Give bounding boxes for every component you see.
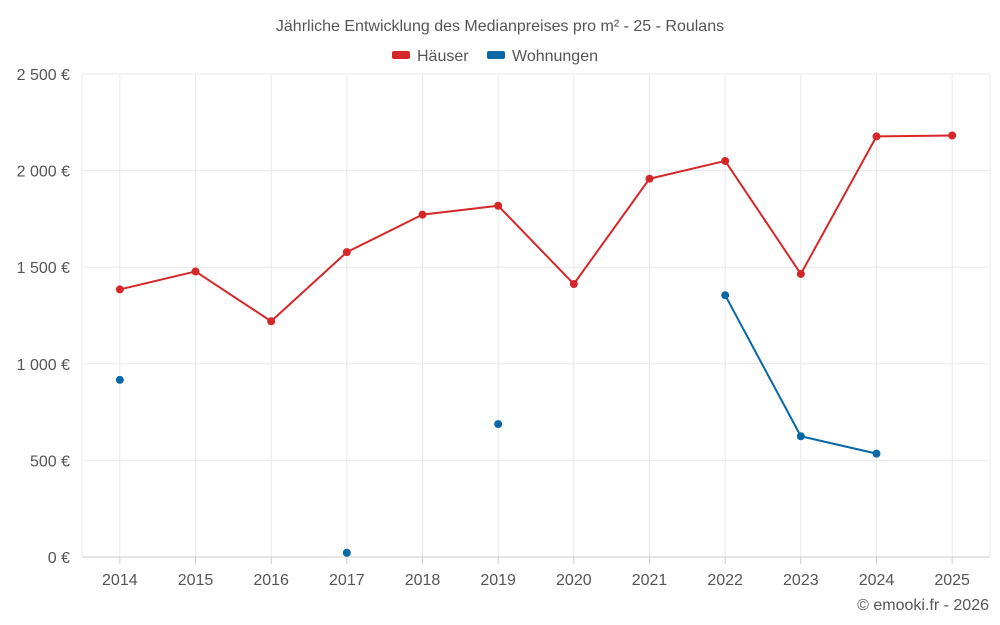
series-line-segment (421, 204, 500, 216)
data-point[interactable] (872, 132, 881, 141)
x-tick-label: 2017 (329, 572, 365, 589)
series-layer (115, 131, 957, 557)
x-tick-label: 2024 (859, 572, 895, 589)
chart-title: Jährliche Entwicklung des Medianpreises … (276, 18, 724, 35)
data-point[interactable] (721, 156, 730, 165)
grid (81, 73, 991, 558)
x-tick-label: 2022 (707, 572, 743, 589)
series-line-segment (724, 159, 802, 275)
x-tick-label: 2016 (253, 572, 289, 589)
y-tick-label: 500 € (30, 453, 70, 470)
data-point[interactable] (569, 280, 578, 289)
series-line-segment (724, 294, 802, 438)
data-point[interactable] (267, 317, 276, 326)
series-line-segment (572, 177, 651, 286)
series-häuser (115, 131, 957, 326)
data-point[interactable] (115, 375, 124, 384)
legend-item-häuser[interactable]: Häuser (392, 48, 469, 65)
legend-swatch (487, 51, 505, 59)
data-point[interactable] (796, 269, 805, 278)
legend-item-wohnungen[interactable]: Wohnungen (487, 48, 598, 65)
x-tick-label: 2023 (783, 572, 819, 589)
legend[interactable]: Häuser Wohnungen (392, 48, 598, 65)
data-point[interactable] (342, 548, 351, 557)
y-tick-label: 0 € (48, 550, 70, 567)
data-point[interactable] (115, 285, 124, 294)
data-point[interactable] (494, 420, 503, 429)
data-point[interactable] (872, 449, 881, 458)
data-point[interactable] (191, 267, 200, 276)
y-tick-label: 2 000 € (17, 164, 70, 181)
series-line-segment (194, 270, 273, 323)
series-line-segment (799, 435, 878, 455)
credit-text: © emooki.fr - 2026 (857, 597, 989, 614)
data-point[interactable] (796, 432, 805, 441)
series-line-segment (345, 213, 424, 254)
legend-label: Häuser (417, 48, 469, 65)
data-point[interactable] (418, 210, 427, 219)
x-tick-label: 2014 (102, 572, 138, 589)
data-point[interactable] (721, 291, 730, 300)
y-axis: 0 € 500 € 1 000 € 1 500 € 2 000 € 2 500 € (17, 67, 70, 567)
data-point[interactable] (342, 248, 351, 257)
series-line-segment (799, 135, 878, 275)
x-tick-label: 2021 (632, 572, 668, 589)
series-line-segment (270, 251, 348, 323)
x-tick-label: 2018 (405, 572, 441, 589)
x-tick-label: 2025 (934, 572, 970, 589)
data-point[interactable] (494, 201, 503, 210)
data-point[interactable] (645, 174, 654, 183)
series-line-segment (648, 159, 727, 180)
x-tick-label: 2019 (480, 572, 516, 589)
x-axis: 2014 2015 2016 2017 2018 2019 2020 2021 2022 2023… (102, 557, 970, 589)
y-tick-label: 1 500 € (17, 260, 70, 277)
legend-label: Wohnungen (512, 48, 598, 65)
series-line-segment (118, 270, 197, 291)
series-line-segment (875, 134, 954, 138)
series-wohnungen (115, 291, 881, 557)
series-line-segment (497, 204, 575, 286)
x-tick-label: 2020 (556, 572, 592, 589)
y-tick-label: 1 000 € (17, 357, 70, 374)
y-tick-label: 2 500 € (17, 67, 70, 84)
legend-swatch (392, 51, 410, 59)
x-tick-label: 2015 (178, 572, 214, 589)
data-point[interactable] (948, 131, 957, 140)
